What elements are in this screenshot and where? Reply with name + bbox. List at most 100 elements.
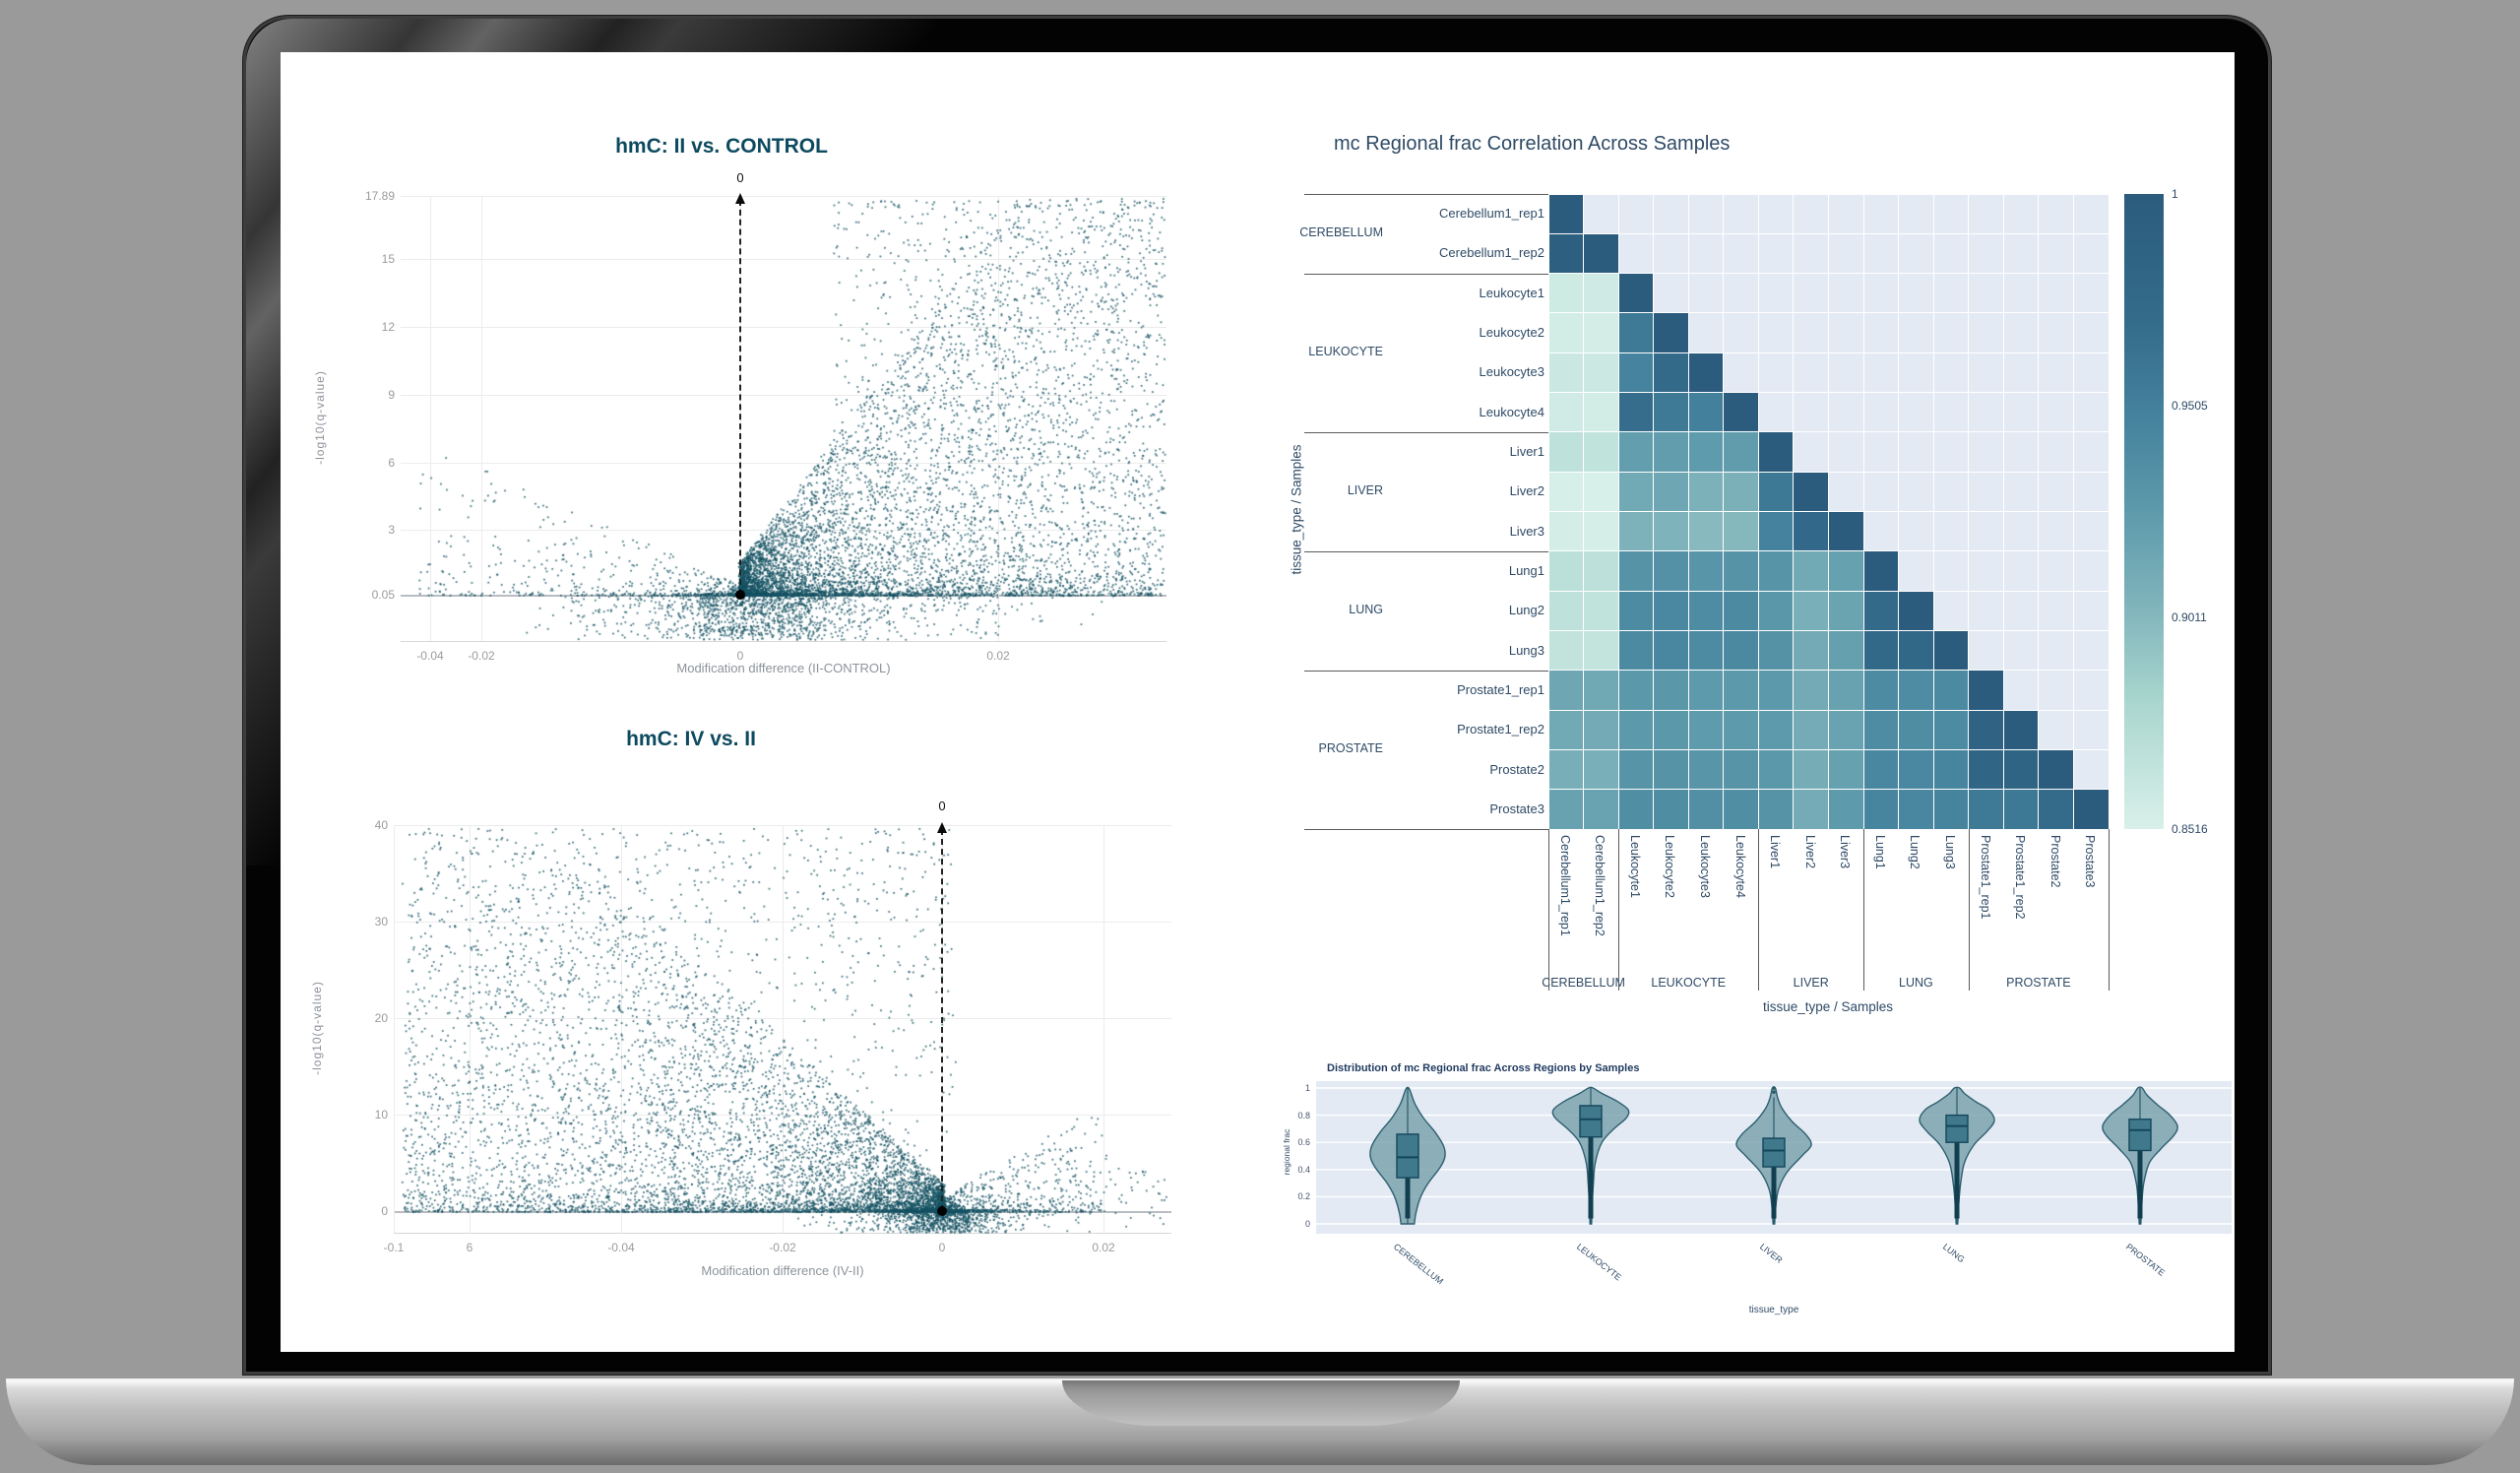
- heatmap-group-separator: [2109, 829, 2110, 991]
- heatmap-column-label: Prostate1_rep1: [1978, 835, 1992, 920]
- heatmap-cell: [1584, 749, 1618, 790]
- heatmap-empty-cell: [1899, 512, 1933, 551]
- heatmap-column-label: Leukocyte3: [1698, 835, 1713, 898]
- heatmap-empty-cell: [1933, 472, 1969, 511]
- heatmap-row-label: Prostate3: [1489, 801, 1544, 816]
- gridline: [998, 196, 999, 641]
- heatmap-group-separator: [1863, 829, 1865, 991]
- heatmap-cell: [1584, 630, 1618, 671]
- heatmap-cell: [1618, 472, 1654, 511]
- heatmap-cell: [1933, 630, 1969, 671]
- gridline: [401, 259, 1166, 260]
- heatmap-cell: [1794, 671, 1828, 710]
- heatmap-empty-cell: [1758, 393, 1794, 432]
- heatmap-empty-cell: [2003, 393, 2039, 432]
- heatmap-row-label: Liver3: [1509, 523, 1544, 539]
- heatmap-group-separator: [1304, 431, 1548, 433]
- volcano2-y-axis-title: -log10(q-value): [310, 981, 324, 1075]
- heatmap-cell: [1618, 591, 1654, 630]
- heatmap-cell: [1688, 352, 1724, 393]
- heatmap-empty-cell: [1794, 274, 1828, 313]
- heatmap-cell: [2039, 749, 2073, 790]
- y-tick-label: 10: [374, 1108, 388, 1121]
- heatmap-empty-cell: [1969, 233, 2003, 274]
- heatmap-empty-cell: [2073, 630, 2109, 671]
- y-tick-label: 20: [374, 1011, 388, 1025]
- heatmap-cell: [1829, 551, 1863, 591]
- heatmap-cell: [1829, 512, 1863, 551]
- heatmap-empty-cell: [1969, 432, 2003, 472]
- violin-y-tick-label: 0.4: [1297, 1164, 1310, 1175]
- heatmap-cell: [1618, 710, 1654, 749]
- heatmap-empty-cell: [1899, 551, 1933, 591]
- heatmap-cell: [1548, 472, 1584, 511]
- heatmap-cell: [1933, 671, 1969, 710]
- x-tick-label: 0.02: [986, 649, 1010, 663]
- heatmap-column-label: Lung2: [1908, 835, 1922, 869]
- x-tick-label: -0.02: [769, 1241, 796, 1254]
- heatmap-cell: [1863, 591, 1899, 630]
- heatmap-cell: [1618, 512, 1654, 551]
- heatmap-cell: [1584, 790, 1618, 829]
- heatmap-cell: [1548, 551, 1584, 591]
- heatmap-tissue-group-label: CEREBELLUM: [1299, 225, 1383, 240]
- heatmap-empty-cell: [1969, 591, 2003, 630]
- heatmap-cell: [1688, 551, 1724, 591]
- y-tick-label: 15: [381, 252, 395, 266]
- heatmap-empty-cell: [1758, 233, 1794, 274]
- gridline: [401, 395, 1166, 396]
- heatmap-cell: [1829, 630, 1863, 671]
- heatmap-cell: [1899, 710, 1933, 749]
- heatmap-empty-cell: [2073, 432, 2109, 472]
- y-tick-label: 17.89: [364, 189, 395, 203]
- volcano2-zero-dashed-line: [941, 829, 943, 1211]
- violin-box: [1396, 1133, 1419, 1179]
- heatmap-row-label: Leukocyte2: [1479, 325, 1545, 341]
- heatmap-cell: [1724, 551, 1758, 591]
- heatmap-cell: [1618, 432, 1654, 472]
- y-tick-label: 0.05: [371, 588, 395, 602]
- heatmap-empty-cell: [2003, 551, 2039, 591]
- gridline: [481, 196, 482, 641]
- x-tick-label: 6: [466, 1241, 473, 1254]
- heatmap-cell: [1724, 591, 1758, 630]
- heatmap-cell: [1654, 352, 1688, 393]
- heatmap-empty-cell: [2003, 432, 2039, 472]
- heatmap-column-label: Prostate1_rep2: [2013, 835, 2028, 920]
- heatmap-column-label: Lung3: [1942, 835, 1957, 869]
- heatmap-empty-cell: [2003, 274, 2039, 313]
- heatmap-cell: [1654, 591, 1688, 630]
- heatmap-cell: [1584, 551, 1618, 591]
- heatmap-row-label: Lung3: [1508, 642, 1544, 658]
- heatmap-empty-cell: [1863, 194, 1899, 233]
- gridline: [401, 463, 1166, 464]
- heatmap-group-separator: [1548, 829, 1549, 991]
- heatmap-cell: [1584, 512, 1618, 551]
- heatmap-cell: [1724, 749, 1758, 790]
- laptop-lid: hmC: II vs. CONTROL 17.89 15 12 9 6 3 0.05 -0.0…: [243, 16, 2271, 1375]
- violin-x-axis-title: tissue_type: [1748, 1305, 1799, 1315]
- heatmap-empty-cell: [2003, 671, 2039, 710]
- heatmap-cell: [1584, 472, 1618, 511]
- heatmap-empty-cell: [2073, 512, 2109, 551]
- heatmap-empty-cell: [1933, 233, 1969, 274]
- heatmap-empty-cell: [2073, 671, 2109, 710]
- heatmap-empty-cell: [1933, 432, 1969, 472]
- x-tick-label: 0.02: [1092, 1241, 1115, 1254]
- heatmap-group-separator: [1968, 829, 1970, 991]
- heatmap-cell: [1688, 512, 1724, 551]
- heatmap-cell: [1899, 630, 1933, 671]
- heatmap-cell: [1688, 432, 1724, 472]
- heatmap-cell: [1584, 591, 1618, 630]
- gridline: [783, 825, 784, 1233]
- laptop-screen: hmC: II vs. CONTROL 17.89 15 12 9 6 3 0.05 -0.0…: [281, 52, 2235, 1352]
- heatmap-empty-cell: [1863, 512, 1899, 551]
- heatmap-cell: [1618, 671, 1654, 710]
- violin-y-tick-label: 0.8: [1297, 1110, 1310, 1121]
- heatmap-empty-cell: [1863, 393, 1899, 432]
- heatmap-empty-cell: [1794, 393, 1828, 432]
- heatmap-group-separator: [1304, 670, 1548, 672]
- heatmap-cell: [1654, 710, 1688, 749]
- heatmap-cell: [1688, 710, 1724, 749]
